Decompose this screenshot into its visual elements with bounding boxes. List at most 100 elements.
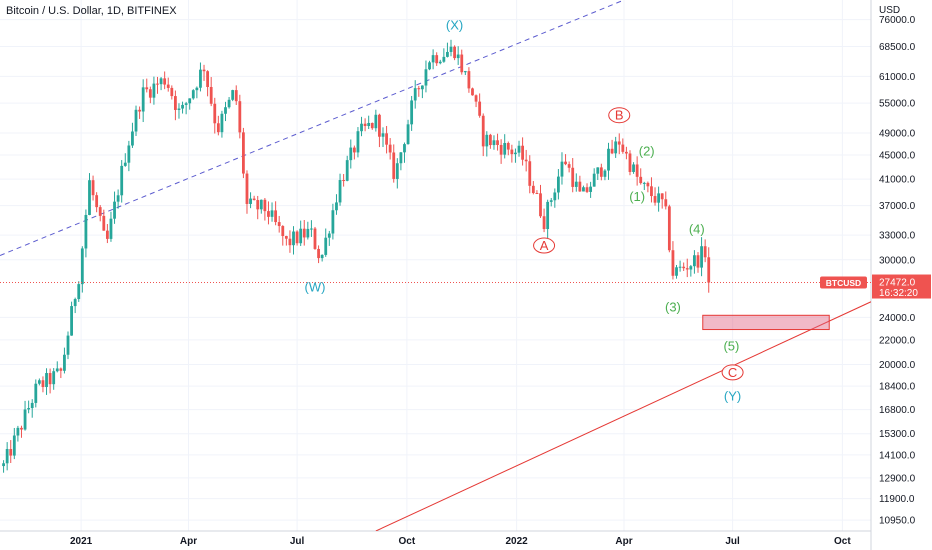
candle-body	[574, 181, 578, 187]
candle-body	[413, 88, 417, 101]
candle-body	[310, 228, 313, 230]
x-tick-label: 2021	[70, 536, 93, 547]
y-tick-label: 16800.0	[879, 405, 916, 416]
wave-label-text: (4)	[689, 221, 705, 236]
candle-body	[195, 87, 199, 91]
candle-body	[370, 122, 374, 129]
plot-area	[0, 0, 871, 531]
candle	[413, 80, 417, 109]
candle-body	[281, 226, 285, 237]
candle-body	[70, 306, 73, 336]
candle	[378, 113, 381, 148]
candle-body	[88, 180, 91, 215]
candle	[199, 62, 202, 92]
candle-body	[156, 83, 159, 85]
candle-body	[48, 373, 52, 385]
y-tick-label: 11900.0	[879, 494, 915, 505]
candle	[252, 195, 256, 201]
candle-body	[41, 380, 45, 388]
candle-body	[492, 140, 496, 146]
candle	[310, 220, 313, 237]
candle	[63, 347, 66, 374]
candle	[703, 239, 707, 263]
candle	[20, 425, 23, 438]
candle-body	[625, 151, 628, 154]
candle	[313, 226, 317, 250]
candle	[571, 158, 575, 193]
candle-body	[517, 145, 521, 153]
candle-body	[184, 103, 188, 105]
candle-body	[213, 103, 217, 124]
candle-body	[77, 284, 81, 300]
candle-body	[667, 206, 671, 251]
candle	[460, 49, 464, 75]
candle	[159, 77, 163, 91]
candle-body	[173, 96, 177, 110]
candle	[134, 105, 138, 136]
candle	[639, 168, 643, 185]
candle	[105, 224, 109, 244]
candle-body	[55, 368, 59, 372]
candle	[148, 86, 152, 104]
candle	[524, 149, 528, 172]
candle	[206, 70, 210, 97]
candle	[163, 71, 167, 90]
y-tick-label: 61000.0	[879, 72, 916, 83]
candle	[324, 228, 328, 257]
candle-body	[635, 164, 639, 177]
candle-body	[531, 185, 535, 193]
candle	[48, 368, 52, 394]
candle	[77, 281, 81, 302]
candle-body	[388, 144, 392, 153]
x-tick-label: Oct	[399, 536, 416, 547]
candle-body	[664, 199, 668, 207]
candle	[360, 116, 363, 137]
candle	[349, 139, 353, 169]
candle	[367, 115, 371, 129]
candle-body	[553, 192, 557, 201]
candle	[363, 118, 367, 132]
wave-label-text: (5)	[723, 338, 739, 353]
candle	[403, 142, 406, 163]
candle	[650, 177, 653, 203]
candle	[184, 101, 188, 115]
candle	[510, 144, 514, 163]
candle-body	[302, 228, 306, 238]
candle-body	[542, 216, 546, 230]
candle	[345, 155, 349, 182]
candle-body	[456, 54, 460, 59]
candle	[209, 77, 213, 107]
candle-body	[30, 402, 34, 409]
wave-label-text: (3)	[665, 299, 681, 314]
candle-body	[385, 133, 388, 145]
candle-body	[252, 198, 256, 201]
wave-label: C	[721, 364, 744, 381]
candle	[288, 230, 292, 253]
wave-label-text: (W)	[305, 279, 326, 294]
candle	[675, 264, 678, 279]
candle	[220, 110, 224, 138]
candle-body	[227, 99, 231, 108]
candle-body	[453, 46, 456, 59]
candle-body	[374, 114, 378, 129]
candle-body	[499, 144, 503, 155]
candle	[539, 184, 542, 218]
candle-body	[116, 195, 120, 202]
candle-body	[460, 54, 464, 73]
candle	[463, 70, 467, 76]
candle-body	[628, 153, 632, 172]
candle-body	[650, 186, 653, 197]
candle-body	[578, 181, 582, 192]
candle-body	[399, 152, 403, 164]
candle	[331, 203, 335, 240]
candle-body	[127, 145, 131, 163]
candle	[610, 139, 614, 155]
candle-body	[224, 107, 227, 114]
candle-body	[485, 134, 489, 147]
candle	[696, 252, 700, 273]
candle-body	[105, 230, 109, 239]
wave-label: (Y)	[724, 389, 741, 404]
candle-body	[245, 173, 249, 204]
